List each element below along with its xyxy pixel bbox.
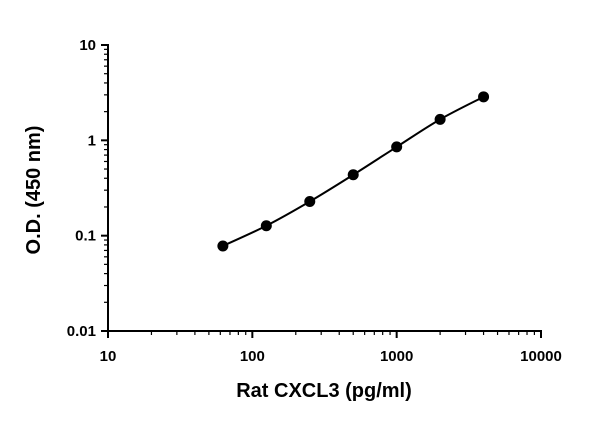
data-point (478, 91, 490, 103)
data-point (217, 240, 229, 252)
x-tick-label: 100 (240, 348, 265, 365)
x-tick-label: 1000 (380, 348, 413, 365)
y-tick-label: 0.01 (67, 323, 96, 340)
data-point (391, 141, 403, 153)
data-point (304, 196, 316, 208)
x-tick-label: 10000 (520, 348, 562, 365)
axis-ticks: 10 100 1000 10000 0.01 0.1 1 10 (67, 37, 562, 365)
x-tick-label: 10 (100, 348, 117, 365)
data-point (434, 113, 446, 125)
x-axis-title: Rat CXCL3 (pg/ml) (236, 380, 412, 402)
y-tick-label: 1 (88, 132, 96, 149)
data-point (260, 220, 272, 232)
y-axis-title: O.D. (450 nm) (23, 126, 45, 255)
y-tick-label: 0.1 (75, 228, 96, 245)
y-tick-label: 10 (79, 37, 96, 54)
axes (107, 44, 542, 332)
data-point (347, 169, 359, 181)
data-points (217, 91, 490, 252)
